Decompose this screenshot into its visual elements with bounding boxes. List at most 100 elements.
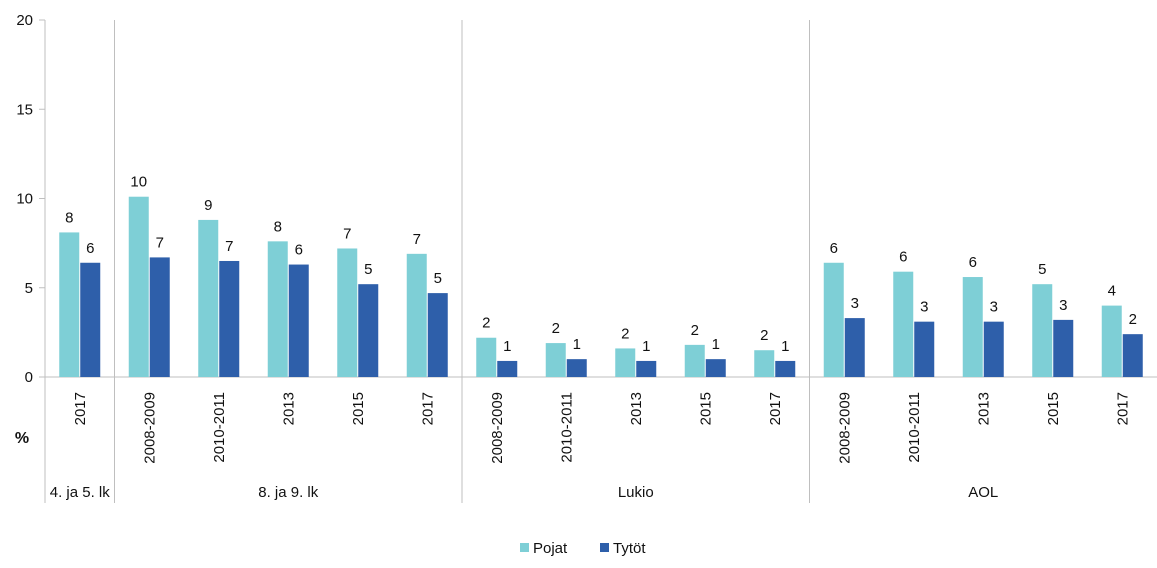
bar-tyt-t [219,260,240,377]
bar-tyt-t [149,257,170,377]
bar-tyt-t [775,360,796,377]
data-label: 2 [621,325,629,342]
bar-pojat [1101,305,1122,377]
category-label: 2015 [697,392,714,425]
bar-tyt-t [914,321,935,377]
data-label: 3 [851,295,859,312]
data-label: 3 [990,299,998,316]
bar-pojat [962,277,983,377]
bar-pojat [684,344,705,377]
bar-tyt-t [636,360,657,377]
data-label: 1 [712,336,720,353]
category-label: 2010-2011 [211,392,228,463]
data-label: 5 [434,270,442,287]
legend-label: Tytöt [613,540,646,557]
data-label: 6 [969,254,977,271]
bar-pojat [128,196,149,377]
legend: Pojat Tytöt [520,540,646,557]
y-tick-label: 20 [16,12,33,29]
category-label: 2010-2011 [558,392,575,463]
bar-tyt-t [288,264,309,377]
data-label: 8 [274,218,282,235]
bar-pojat [59,232,80,377]
bar-pojat [267,241,288,377]
category-label: 2008-2009 [489,392,506,464]
bar-pojat [754,350,775,377]
bar-tyt-t [566,359,587,377]
bar-pojat [476,337,497,377]
bar-tyt-t [983,321,1004,377]
group-label: AOL [968,484,998,501]
bar-pojat [893,271,914,377]
data-label: 7 [225,238,233,255]
legend-swatch [600,543,609,552]
data-label: 2 [691,322,699,339]
bar-tyt-t [427,293,448,377]
data-label: 6 [899,249,907,266]
category-label: 2017 [1114,392,1131,425]
data-label: 1 [503,338,511,355]
data-label: 1 [573,336,581,353]
data-label: 6 [86,240,94,257]
data-label: 9 [204,197,212,214]
bar-tyt-t [358,284,379,377]
category-label: 2008-2009 [836,392,853,464]
data-label: 5 [364,261,372,278]
data-label: 7 [156,234,164,251]
bar-pojat [198,219,219,377]
category-label: 2017 [419,392,436,425]
data-label: 3 [1059,297,1067,314]
data-label: 1 [781,338,789,355]
data-label: 7 [413,231,421,248]
data-label: 7 [343,225,351,242]
y-tick-label: 10 [16,191,33,208]
bar-pojat [545,343,566,377]
group-label: 4. ja 5. lk [50,484,111,501]
category-label: 2010-2011 [906,392,923,463]
data-label: 2 [1129,311,1137,328]
bar-tyt-t [80,262,101,377]
bar-tyt-t [844,318,865,377]
data-label: 2 [760,327,768,344]
group-label: 8. ja 9. lk [258,484,319,501]
bar-pojat [337,248,358,377]
y-tick-label: 0 [25,369,33,386]
bar-tyt-t [705,359,726,377]
legend-label: Pojat [533,540,568,557]
category-label: 2015 [350,392,367,425]
bar-tyt-t [497,360,518,377]
y-tick-label: 5 [25,280,33,297]
data-label: 2 [552,320,560,337]
bars [59,196,1143,377]
category-label: 2008-2009 [141,392,158,464]
category-label: 2013 [628,392,645,425]
y-axis-unit-label: % [15,430,29,447]
group-label: Lukio [618,484,654,501]
y-tick-label: 15 [16,101,33,118]
data-label: 5 [1038,261,1046,278]
data-label: 4 [1108,283,1116,300]
category-label: 2017 [72,392,89,425]
data-label: 8 [65,209,73,226]
category-label: 2013 [975,392,992,425]
data-label: 10 [130,174,147,191]
legend-swatch [520,543,529,552]
data-label: 1 [642,338,650,355]
data-label: 6 [830,240,838,257]
bar-tyt-t [1122,334,1143,377]
category-label: 2015 [1045,392,1062,425]
category-label: 2017 [767,392,784,425]
bar-pojat [406,253,427,377]
bar-pojat [823,262,844,377]
data-label: 2 [482,315,490,332]
labels: 4. ja 5. lk 8. ja 9. lk Lukio AOL8620171072… [50,174,1137,501]
data-label: 3 [920,299,928,316]
bar-tyt-t [1053,319,1074,377]
bar-pojat [615,348,636,377]
bar-pojat [1032,284,1053,377]
category-label: 2013 [280,392,297,425]
data-label: 6 [295,242,303,259]
